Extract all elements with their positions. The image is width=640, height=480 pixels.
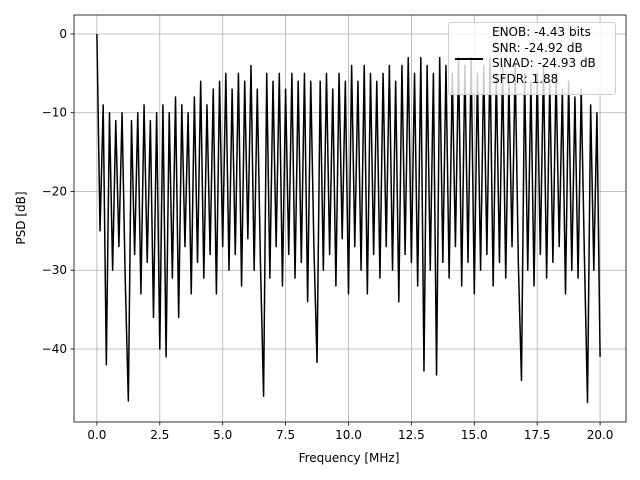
- x-tick-label: 12.5: [398, 428, 425, 442]
- legend: ENOB: -4.43 bits SNR: -24.92 dB SINAD: -…: [448, 22, 616, 95]
- y-axis-label: PSD [dB]: [14, 191, 28, 244]
- x-tick-label: 20.0: [587, 428, 614, 442]
- legend-label: ENOB: -4.43 bits SNR: -24.92 dB SINAD: -…: [492, 25, 596, 86]
- x-tick-label: 5.0: [213, 428, 232, 442]
- x-tick-label: 2.5: [150, 428, 169, 442]
- series-line: [96, 33, 601, 404]
- x-tick-label: 7.5: [276, 428, 295, 442]
- legend-swatch: [455, 58, 483, 60]
- x-axis-label: Frequency [MHz]: [299, 451, 400, 465]
- y-tick-label: 0: [59, 27, 67, 41]
- y-tick-label: −30: [42, 263, 67, 277]
- y-tick-label: −10: [42, 106, 67, 120]
- x-tick-label: 10.0: [335, 428, 362, 442]
- x-tick-label: 17.5: [524, 428, 551, 442]
- plot-frame: [73, 14, 627, 423]
- x-tick-label: 0.0: [87, 428, 106, 442]
- x-tick-label: 15.0: [461, 428, 488, 442]
- y-tick-label: −20: [42, 184, 67, 198]
- y-tick-label: −40: [42, 342, 67, 356]
